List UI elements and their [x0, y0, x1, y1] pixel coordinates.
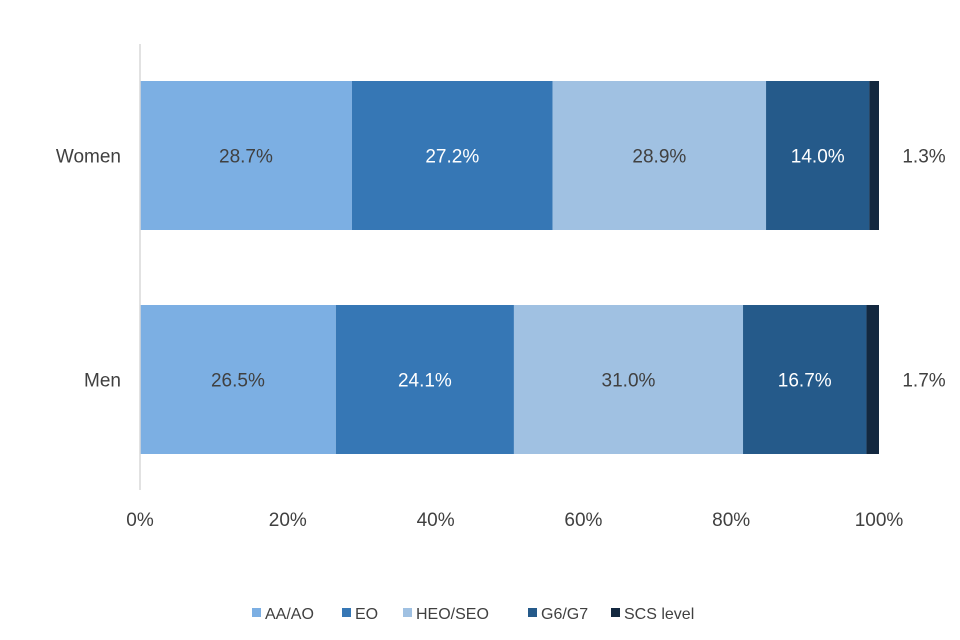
x-tick-label: 80% [712, 510, 750, 531]
data-label-men-g6-g7: 16.7% [778, 371, 832, 392]
legend-swatch-g6-g7 [528, 608, 537, 617]
bar-men-eo [335, 305, 514, 454]
x-axis-ticks: 0% 20% 40% 60% 80% 100% [126, 510, 903, 531]
bar-women-aa-ao [140, 81, 352, 230]
legend-label-aa-ao: AA/AO [265, 606, 314, 623]
x-tick-label: 40% [417, 510, 455, 531]
legend-label-g6-g7: G6/G7 [541, 606, 588, 623]
data-label-women-scs-level: 1.3% [902, 147, 945, 168]
legend-swatch-heo-seo [403, 608, 412, 617]
legend-swatch-eo [342, 608, 351, 617]
x-tick-label: 60% [564, 510, 602, 531]
legend-label-heo-seo: HEO/SEO [416, 606, 489, 623]
category-label-men: Men [84, 371, 121, 392]
x-tick-label: 0% [126, 510, 154, 531]
bar-men-scs-level [866, 305, 879, 454]
data-label-women-eo: 27.2% [425, 147, 479, 168]
legend-swatch-scs-level [611, 608, 620, 617]
bars-group: 28.7% 27.2% 28.9% 14.0% 1.3% 26.5% 24.1% 31.0% 1… [140, 81, 946, 454]
category-labels: Women Men [56, 147, 121, 392]
bar-women-eo [351, 81, 553, 230]
data-label-women-aa-ao: 28.7% [219, 147, 273, 168]
bar-men-heo-seo [513, 305, 744, 454]
data-label-men-heo-seo: 31.0% [602, 371, 656, 392]
x-tick-label: 20% [269, 510, 307, 531]
x-tick-label: 100% [855, 510, 904, 531]
bar-women-heo-seo [552, 81, 767, 230]
data-label-men-scs-level: 1.7% [902, 371, 945, 392]
bar-men-aa-ao [140, 305, 336, 454]
category-label-women: Women [56, 147, 121, 168]
bar-women-g6-g7 [766, 81, 870, 230]
legend-swatch-aa-ao [252, 608, 261, 617]
bar-men-g6-g7 [743, 305, 867, 454]
data-label-men-aa-ao: 26.5% [211, 371, 265, 392]
bar-women-scs-level [869, 81, 879, 230]
legend-label-eo: EO [355, 606, 378, 623]
legend: AA/AO EO HEO/SEO G6/G7 SCS level [252, 606, 694, 623]
legend-label-scs-level: SCS level [624, 606, 694, 623]
data-label-men-eo: 24.1% [398, 371, 452, 392]
data-label-women-g6-g7: 14.0% [791, 147, 845, 168]
data-label-women-heo-seo: 28.9% [632, 147, 686, 168]
